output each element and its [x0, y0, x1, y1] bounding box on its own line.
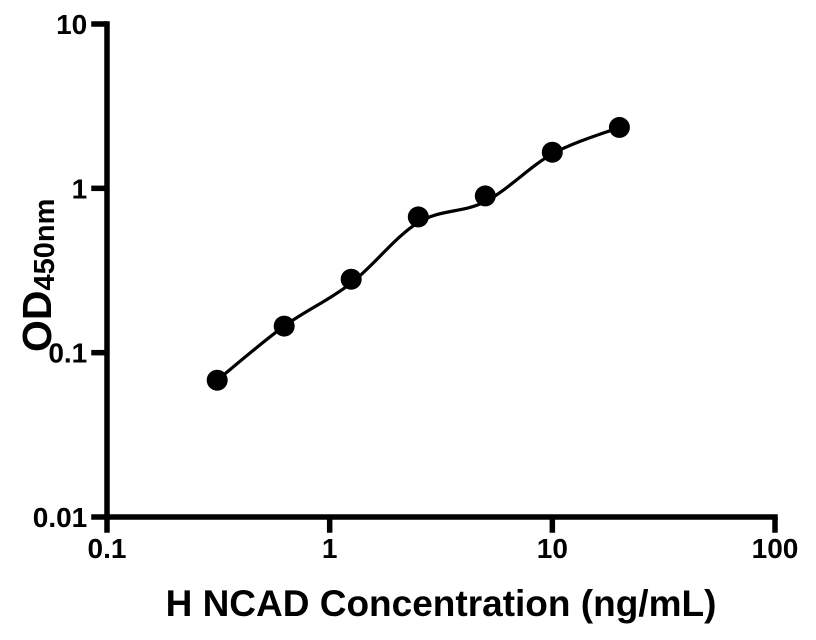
data-point — [273, 315, 295, 337]
y-tick-label: 0.01 — [33, 502, 88, 533]
y-axis-title: OD450nm — [14, 199, 61, 352]
data-point — [206, 369, 228, 391]
y-tick-label: 0.1 — [48, 338, 87, 369]
y-tick-label: 1 — [72, 173, 88, 204]
data-point — [407, 206, 429, 228]
x-tick-label: 1 — [322, 533, 338, 564]
x-tick-label: 100 — [752, 533, 799, 564]
x-tick-label: 10 — [537, 533, 568, 564]
data-point — [608, 116, 630, 138]
data-point — [340, 268, 362, 290]
fit-curve-line — [215, 125, 621, 382]
y-tick-label: 10 — [56, 9, 87, 40]
data-point — [474, 185, 496, 207]
x-tick-label: 0.1 — [88, 533, 127, 564]
x-axis-title: H NCAD Concentration (ng/mL) — [166, 583, 717, 624]
y-axis-title-main: OD — [14, 291, 60, 353]
data-point — [541, 141, 563, 163]
y-axis-title-subscript: 450nm — [29, 199, 61, 291]
data-points — [206, 116, 630, 391]
